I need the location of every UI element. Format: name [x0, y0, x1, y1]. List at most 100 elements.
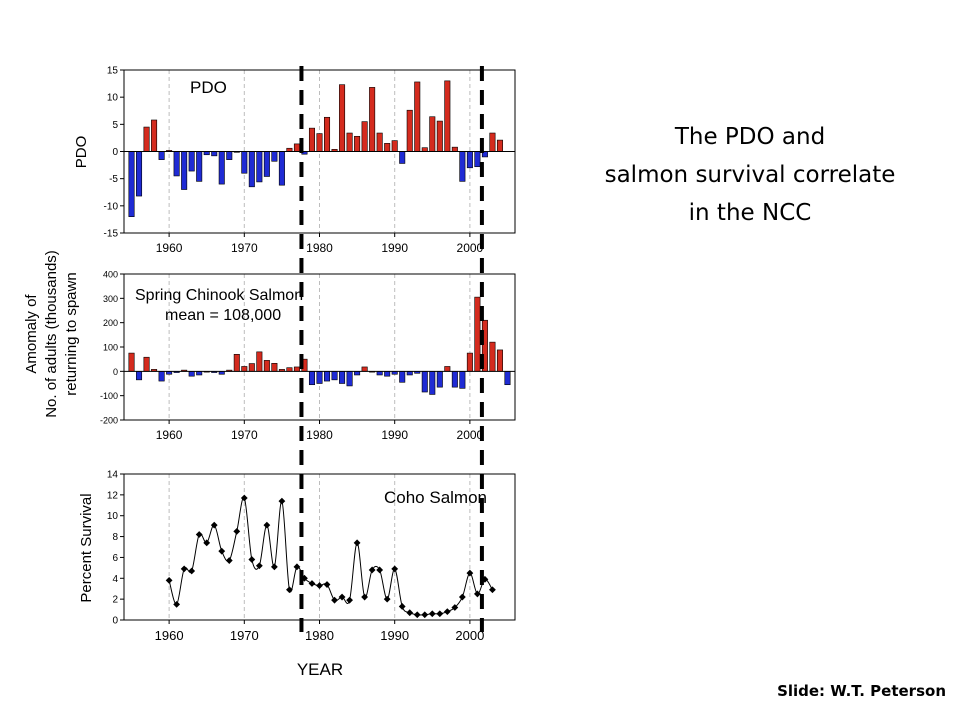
data-point [188, 567, 196, 575]
bar [384, 143, 391, 152]
data-point [270, 563, 278, 571]
x-tick-label: 1980 [306, 428, 333, 442]
bar [444, 366, 451, 372]
chinook-y-axis-label: No. of adults (thousands) [43, 250, 60, 418]
bar [361, 121, 368, 152]
bar [354, 371, 361, 376]
slide-credit: Slide: W.T. Peterson [777, 682, 946, 700]
bar [436, 120, 443, 152]
bar [376, 371, 383, 376]
bar [263, 360, 270, 372]
bar [324, 116, 331, 152]
bar [399, 371, 406, 383]
data-point [353, 539, 361, 547]
title-line-3: in the NCC [688, 200, 812, 226]
y-tick-label: 400 [103, 270, 118, 280]
data-point [233, 527, 241, 535]
bar [196, 371, 203, 376]
x-tick-label: 1990 [380, 628, 409, 643]
data-point [173, 600, 181, 608]
bar [339, 84, 346, 152]
y-tick-label: 14 [107, 470, 119, 481]
data-point [458, 593, 466, 601]
data-point [180, 565, 188, 573]
data-point [391, 565, 399, 573]
bar [421, 371, 428, 393]
bar [263, 151, 270, 177]
data-point [346, 596, 353, 604]
y-tick-label: 6 [112, 553, 118, 564]
coho-y-axis-label: Percent Survival [78, 493, 95, 602]
data-point [286, 586, 293, 594]
bar [459, 151, 466, 182]
chinook-chart-subtitle: mean = 108,000 [165, 307, 281, 324]
data-point [278, 497, 286, 505]
coho-panel: 0 2 4 6 8 10 12 14 1960 1970 1980 1990 2000 Coho Salm… [78, 470, 516, 643]
data-point [203, 539, 211, 547]
bar [286, 367, 293, 372]
bar [271, 151, 278, 162]
bar [376, 132, 383, 152]
points [165, 494, 496, 619]
bar [128, 151, 135, 217]
data-point [240, 494, 248, 502]
bar [188, 151, 195, 172]
bar [196, 151, 203, 182]
bar [316, 133, 323, 152]
bar [414, 81, 421, 152]
bar [444, 80, 451, 152]
chinook-y-axis-label: Amomaly of [23, 294, 40, 374]
data-point [489, 586, 496, 594]
data-point [195, 531, 203, 538]
chinook-panel: -200 -100 0 100 200 300 400 1960 1970 1980 1990 200… [23, 250, 516, 442]
bar [339, 371, 346, 384]
y-tick-label: 5 [112, 120, 118, 131]
bar [293, 143, 300, 152]
data-point [263, 521, 271, 529]
bar [391, 140, 398, 152]
bar [466, 352, 473, 372]
bar [308, 127, 315, 152]
y-tick-label: 0 [113, 367, 118, 377]
bar [241, 366, 248, 372]
data-point [323, 581, 331, 588]
bar [143, 356, 150, 372]
data-point [451, 604, 459, 611]
x-tick-label: 2000 [455, 628, 484, 643]
bar [233, 353, 240, 372]
data-point [421, 611, 429, 619]
bar [406, 371, 413, 376]
y-tick-label: 8 [112, 532, 118, 543]
title-line-2: salmon survival correlate [604, 162, 896, 188]
bar [429, 371, 436, 395]
data-point [248, 556, 256, 563]
x-tick-label: 1980 [305, 628, 334, 643]
data-point [436, 610, 444, 618]
data-point [218, 547, 226, 555]
bar [143, 126, 150, 152]
data-point [413, 611, 421, 619]
y-tick-label: -100 [100, 391, 118, 401]
x-tick-label: 1970 [230, 628, 259, 643]
bar [496, 349, 503, 372]
series-line [168, 497, 493, 616]
y-tick-label: 2 [112, 595, 118, 606]
x-tick-label: 2000 [457, 241, 484, 255]
y-tick-label: 300 [103, 294, 118, 304]
y-tick-label: 10 [107, 511, 119, 522]
bar [324, 371, 331, 382]
x-axis-title: YEAR [297, 660, 343, 679]
bar [158, 371, 165, 382]
bar [399, 151, 406, 164]
bar [151, 119, 158, 152]
x-tick-label: 1960 [156, 428, 183, 442]
bar [316, 371, 323, 384]
bar [474, 296, 481, 372]
bar [451, 146, 458, 152]
bar [278, 151, 285, 186]
data-point [474, 590, 481, 598]
bars [128, 80, 503, 217]
data-point [376, 566, 384, 574]
bar [361, 366, 368, 372]
